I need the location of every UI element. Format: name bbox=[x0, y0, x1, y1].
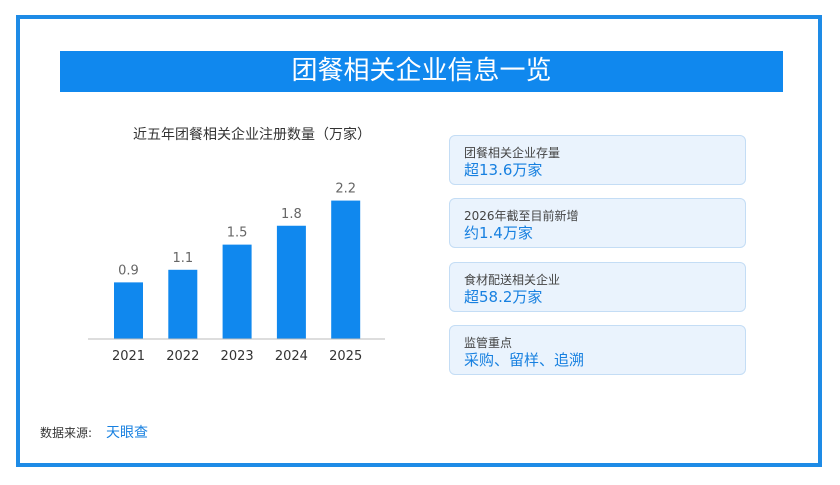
card-label: 团餐相关企业存量 bbox=[464, 146, 561, 160]
card-value: 超58.2万家 bbox=[464, 288, 543, 306]
info-card: 食材配送相关企业 超58.2万家 bbox=[449, 262, 746, 312]
x-tick-2023: 2023 bbox=[221, 349, 254, 364]
x-tick-2025: 2025 bbox=[329, 349, 362, 364]
bar-2024 bbox=[276, 225, 306, 339]
bar-2023 bbox=[222, 244, 252, 339]
x-tick-2024: 2024 bbox=[275, 349, 308, 364]
bar-2021 bbox=[114, 282, 143, 339]
source-label: 数据来源: bbox=[40, 426, 93, 440]
card-value: 约1.4万家 bbox=[464, 224, 533, 242]
data-label-2025: 2.2 bbox=[335, 182, 356, 197]
data-label-2022: 1.1 bbox=[172, 251, 193, 266]
x-tick-2021: 2021 bbox=[112, 349, 145, 364]
card-label: 2026年截至目前新增 bbox=[464, 209, 579, 223]
bar-chart: 0.9 2021 1.1 2022 1.5 2023 1.8 2024 2.2 2025 bbox=[88, 182, 385, 364]
x-tick-2022: 2022 bbox=[166, 349, 199, 364]
source-value: 天眼查 bbox=[106, 425, 148, 441]
info-card: 团餐相关企业存量 超13.6万家 bbox=[449, 135, 746, 185]
card-label: 食材配送相关企业 bbox=[464, 273, 561, 287]
bar-2022 bbox=[168, 269, 198, 339]
data-label-2024: 1.8 bbox=[281, 207, 302, 222]
bar-2025 bbox=[331, 200, 361, 339]
card-value: 采购、留样、追溯 bbox=[464, 351, 585, 369]
page-title: 团餐相关企业信息一览 bbox=[60, 51, 783, 92]
data-label-2023: 1.5 bbox=[227, 226, 248, 241]
chart-title: 近五年团餐相关企业注册数量（万家） bbox=[133, 127, 371, 143]
card-label: 监管重点 bbox=[464, 336, 513, 350]
info-card: 监管重点 采购、留样、追溯 bbox=[449, 325, 746, 375]
card-value: 超13.6万家 bbox=[464, 161, 543, 179]
data-label-2021: 0.9 bbox=[118, 263, 139, 278]
info-card: 2026年截至目前新增 约1.4万家 bbox=[449, 198, 746, 248]
